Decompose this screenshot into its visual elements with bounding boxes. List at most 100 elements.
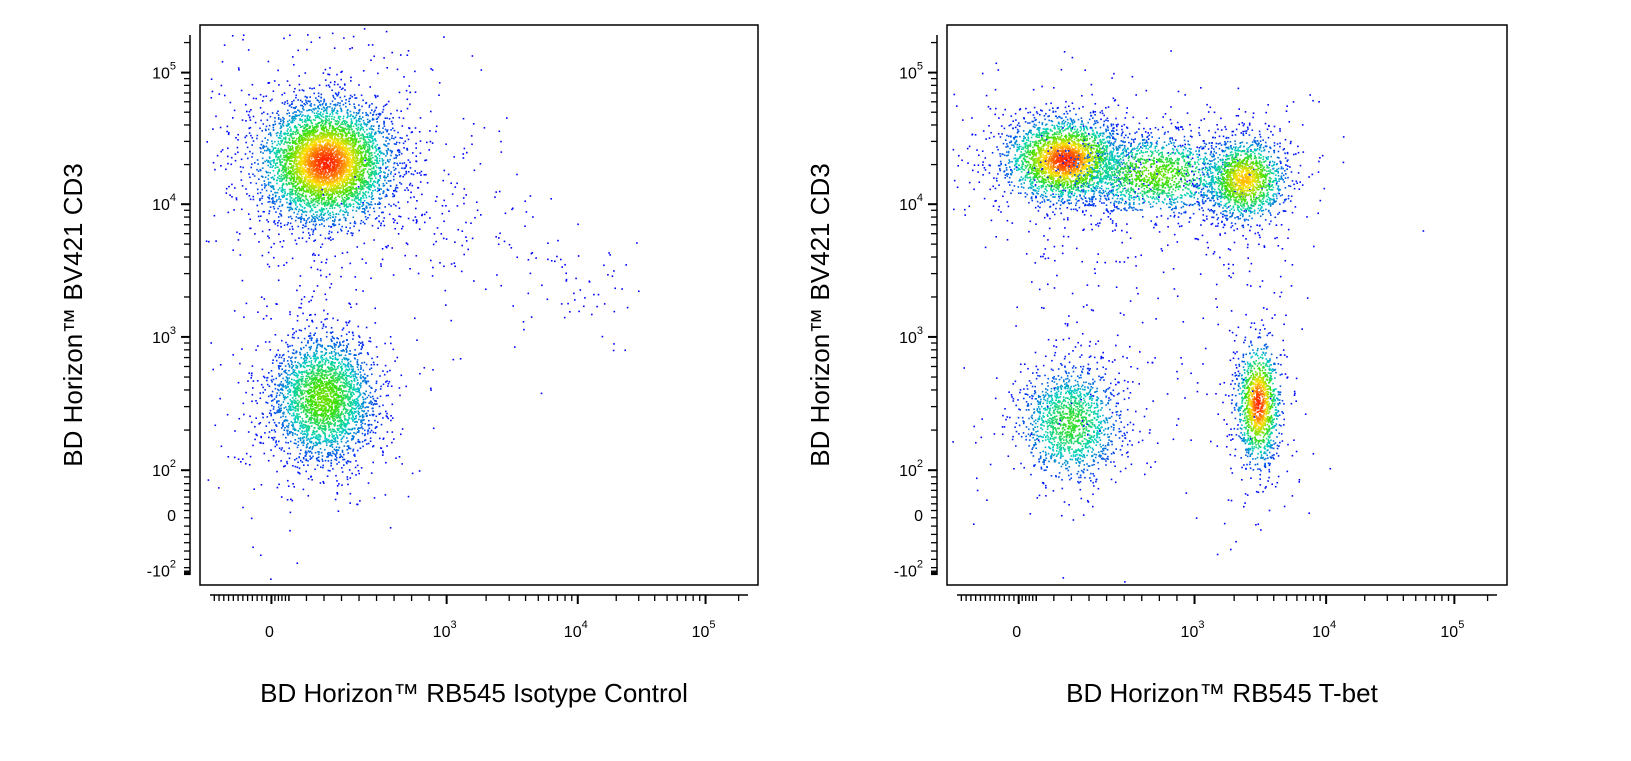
- data-point: [327, 199, 330, 202]
- data-point: [379, 171, 382, 174]
- data-point: [318, 199, 320, 201]
- data-point: [390, 129, 392, 131]
- data-point: [304, 157, 307, 160]
- data-point: [277, 151, 280, 153]
- data-point: [345, 163, 348, 166]
- data-point: [414, 91, 417, 93]
- data-point: [326, 128, 328, 131]
- data-point: [342, 189, 345, 191]
- data-point: [306, 132, 309, 134]
- data-point: [338, 154, 341, 156]
- data-point: [286, 80, 289, 82]
- data-point: [321, 153, 324, 155]
- data-point: [347, 212, 349, 214]
- data-point: [288, 157, 291, 160]
- data-point: [285, 163, 287, 166]
- data-point: [268, 229, 271, 231]
- data-point: [378, 155, 381, 157]
- data-point: [362, 150, 365, 153]
- data-point: [370, 133, 372, 135]
- data-point: [292, 173, 295, 176]
- data-point: [340, 146, 343, 148]
- data-point: [328, 273, 331, 276]
- data-point: [345, 135, 347, 138]
- data-point: [409, 182, 412, 185]
- data-point: [240, 179, 243, 181]
- data-point: [220, 165, 222, 167]
- data-point: [324, 139, 326, 142]
- data-point: [329, 196, 332, 199]
- data-point: [386, 151, 388, 154]
- data-point: [288, 123, 290, 125]
- data-point: [318, 143, 320, 146]
- data-point: [326, 134, 329, 137]
- data-point: [301, 152, 303, 154]
- data-point: [352, 131, 354, 133]
- data-point: [334, 216, 337, 218]
- data-point: [408, 85, 411, 87]
- data-point: [358, 187, 360, 190]
- data-point: [336, 149, 338, 151]
- data-point: [429, 130, 431, 132]
- data-point: [301, 121, 304, 123]
- data-point: [350, 181, 353, 184]
- data-point: [320, 177, 322, 180]
- data-point: [300, 119, 302, 121]
- data-point: [294, 115, 296, 118]
- data-point: [346, 109, 349, 112]
- data-point: [364, 209, 366, 211]
- data-point: [312, 231, 314, 233]
- data-point: [281, 195, 283, 197]
- data-point: [272, 126, 275, 129]
- data-point: [327, 148, 330, 151]
- data-point: [375, 147, 377, 150]
- data-point: [336, 155, 339, 157]
- data-point: [375, 132, 377, 135]
- data-point: [339, 102, 341, 105]
- data-point: [315, 127, 318, 129]
- data-point: [348, 149, 351, 152]
- data-point: [320, 124, 322, 126]
- data-point: [435, 130, 437, 133]
- data-point: [343, 178, 346, 180]
- data-point: [299, 188, 301, 190]
- data-point: [329, 122, 331, 124]
- data-point: [273, 80, 276, 82]
- data-point: [318, 191, 320, 194]
- data-point: [406, 187, 408, 189]
- data-point: [259, 147, 261, 149]
- data-point: [345, 203, 348, 205]
- data-point: [280, 154, 282, 157]
- data-point: [345, 176, 347, 178]
- data-point: [302, 125, 304, 128]
- data-point: [295, 115, 297, 117]
- data-point: [342, 134, 344, 136]
- data-point: [298, 167, 300, 169]
- data-point: [402, 117, 405, 120]
- data-point: [337, 169, 340, 172]
- data-point: [352, 138, 355, 140]
- data-point: [281, 204, 284, 206]
- data-point: [461, 230, 464, 232]
- data-point: [321, 126, 324, 128]
- data-point: [274, 223, 277, 225]
- data-point: [304, 115, 306, 117]
- data-point: [371, 144, 374, 147]
- data-point: [294, 192, 297, 195]
- data-point: [234, 187, 236, 189]
- data-point: [257, 170, 260, 172]
- data-point: [341, 225, 343, 228]
- data-point: [281, 164, 284, 167]
- data-point: [316, 214, 318, 216]
- data-point: [269, 185, 272, 188]
- data-point: [275, 150, 278, 152]
- data-point: [471, 55, 474, 57]
- data-point: [298, 153, 301, 155]
- data-point: [226, 125, 229, 128]
- data-point: [410, 173, 413, 175]
- data-point: [287, 192, 289, 195]
- data-point: [355, 150, 357, 152]
- data-point: [300, 174, 302, 176]
- data-point: [229, 101, 232, 104]
- data-point: [358, 104, 360, 106]
